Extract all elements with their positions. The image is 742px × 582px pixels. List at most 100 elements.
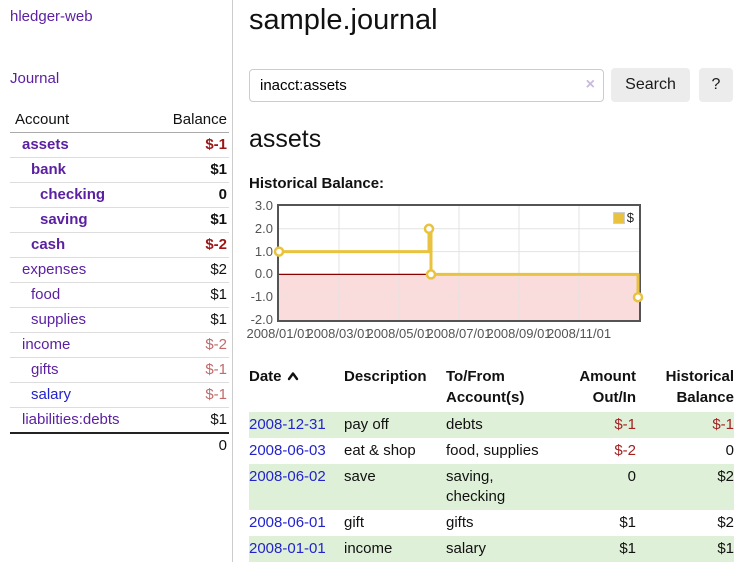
account-balance: $-1	[151, 132, 229, 158]
table-row: 2008-01-01 income salary $1 $1	[249, 536, 734, 562]
account-link-cash[interactable]: cash	[31, 236, 66, 253]
account-link-bank[interactable]: bank	[31, 161, 67, 178]
transaction-balance: 0	[725, 442, 734, 459]
y-tick: 0.0	[254, 266, 273, 281]
x-tick: 2008/07/01	[426, 326, 492, 341]
accounts-table: Account Balance assets $-1 bank $1 check…	[10, 108, 229, 458]
accounts-header-account: Account	[10, 108, 152, 133]
account-row: assets $-1	[10, 132, 229, 158]
account-link-food[interactable]: food	[31, 286, 61, 303]
transaction-balance: $2	[717, 514, 734, 531]
transaction-balance: $-1	[712, 416, 734, 433]
account-balance: $-1	[151, 357, 229, 383]
register-header-balance: Historical Balance	[665, 368, 734, 406]
legend-label: $	[626, 210, 634, 225]
chart-canvas	[273, 206, 644, 320]
account-row: supplies $1	[10, 307, 229, 333]
table-row: 2008-06-03 eat & shop food, supplies $-2…	[249, 438, 734, 464]
account-balance: $1	[151, 282, 229, 308]
table-row: 2008-06-02 save saving, checking 0 $2	[249, 464, 734, 510]
table-row: 2008-06-01 gift gifts $1 $2	[249, 510, 734, 536]
x-tick: 2008/03/01	[306, 326, 372, 341]
register-header-row: Date Description To/From Account(s) Amou…	[249, 364, 734, 412]
transaction-description: eat & shop	[344, 442, 416, 459]
transaction-amount: 0	[627, 468, 636, 485]
page: hledger-web Journal Account Balance asse…	[0, 0, 742, 562]
x-tick: 2008/01/01	[246, 326, 312, 341]
account-balance: $1	[151, 157, 229, 183]
y-tick: -1.0	[250, 289, 273, 304]
transaction-description: pay off	[344, 416, 389, 433]
transaction-accounts: debts	[446, 416, 483, 433]
transaction-description: gift	[344, 514, 365, 531]
account-balance: $-1	[151, 382, 229, 408]
accounts-header-balance: Balance	[151, 108, 229, 133]
transaction-date-link[interactable]: 2008-06-03	[249, 442, 326, 459]
sidebar: hledger-web Journal Account Balance asse…	[0, 0, 233, 562]
clear-search-icon[interactable]: ×	[585, 75, 595, 93]
account-link-saving[interactable]: saving	[40, 211, 88, 228]
search-button[interactable]: Search	[611, 68, 690, 102]
x-tick: 2008/11/01	[546, 326, 612, 341]
chart-title: Historical Balance:	[249, 175, 385, 192]
account-balance: $1	[151, 307, 229, 333]
register-table: Date Description To/From Account(s) Amou…	[249, 364, 734, 562]
account-row: salary $-1	[10, 382, 229, 408]
app-title-link[interactable]: hledger-web	[10, 8, 93, 25]
transaction-date-link[interactable]: 2008-01-01	[249, 540, 326, 557]
account-link-income[interactable]: income	[22, 336, 71, 353]
x-tick: 2008/09/01	[486, 326, 552, 341]
account-link-gifts[interactable]: gifts	[31, 361, 59, 378]
y-tick: 1.0	[254, 244, 273, 259]
account-row: cash $-2	[10, 232, 229, 258]
sidebar-item-journal[interactable]: Journal	[10, 70, 60, 87]
legend-swatch	[612, 211, 625, 224]
transaction-date-link[interactable]: 2008-12-31	[249, 416, 326, 433]
transaction-balance: $2	[717, 468, 734, 485]
transaction-date-link[interactable]: 2008-06-02	[249, 468, 326, 485]
chart-plot-area: $	[273, 204, 644, 322]
account-balance: 0	[151, 182, 229, 208]
transaction-amount: $1	[619, 540, 636, 557]
help-button[interactable]: ?	[699, 68, 733, 102]
chart-legend: $	[612, 210, 634, 225]
account-balance: $1	[151, 207, 229, 233]
account-row: bank $1	[10, 157, 229, 183]
data-point-markers	[273, 223, 644, 303]
chart-y-axis: 3.0 2.0 1.0 0.0 -1.0 -2.0	[249, 199, 273, 327]
transaction-accounts: salary	[446, 540, 487, 557]
search-input[interactable]	[249, 68, 604, 102]
main-content: sample.journal × Search ? assets Histori…	[233, 0, 742, 562]
chart-x-axis: 2008/01/01 2008/03/01 2008/05/01 2008/07…	[246, 326, 641, 342]
account-balance: $-2	[151, 232, 229, 258]
account-balance: $1	[151, 407, 229, 434]
account-link-checking[interactable]: checking	[40, 186, 106, 203]
register-header-accounts: To/From Account(s)	[446, 368, 525, 406]
account-link-liabilities-debts[interactable]: liabilities:debts	[22, 411, 120, 428]
account-row: food $1	[10, 282, 229, 308]
register-header-date[interactable]: Date	[249, 364, 344, 412]
y-tick: 3.0	[254, 198, 273, 213]
account-row: saving $1	[10, 207, 229, 233]
transaction-accounts: gifts	[446, 514, 474, 531]
accounts-header-row: Account Balance	[10, 108, 229, 133]
transaction-description: save	[344, 468, 376, 485]
account-row: liabilities:debts $1	[10, 407, 229, 434]
account-link-salary[interactable]: salary	[31, 386, 72, 403]
transaction-date-link[interactable]: 2008-06-01	[249, 514, 326, 531]
account-link-supplies[interactable]: supplies	[31, 311, 87, 328]
historical-balance-chart: 3.0 2.0 1.0 0.0 -1.0 -2.0	[246, 199, 734, 346]
account-link-assets[interactable]: assets	[22, 136, 69, 153]
transaction-balance: $1	[717, 540, 734, 557]
transaction-accounts: food, supplies	[446, 442, 539, 459]
transaction-amount: $1	[619, 514, 636, 531]
account-row: income $-2	[10, 332, 229, 358]
table-row: 2008-12-31 pay off debts $-1 $-1	[249, 412, 734, 438]
y-tick: -2.0	[250, 312, 273, 327]
y-tick: 2.0	[254, 221, 273, 236]
account-balance: $2	[151, 257, 229, 283]
transaction-accounts: saving, checking	[446, 468, 506, 505]
page-title: sample.journal	[249, 4, 438, 36]
account-row: gifts $-1	[10, 357, 229, 383]
account-link-expenses[interactable]: expenses	[22, 261, 87, 278]
